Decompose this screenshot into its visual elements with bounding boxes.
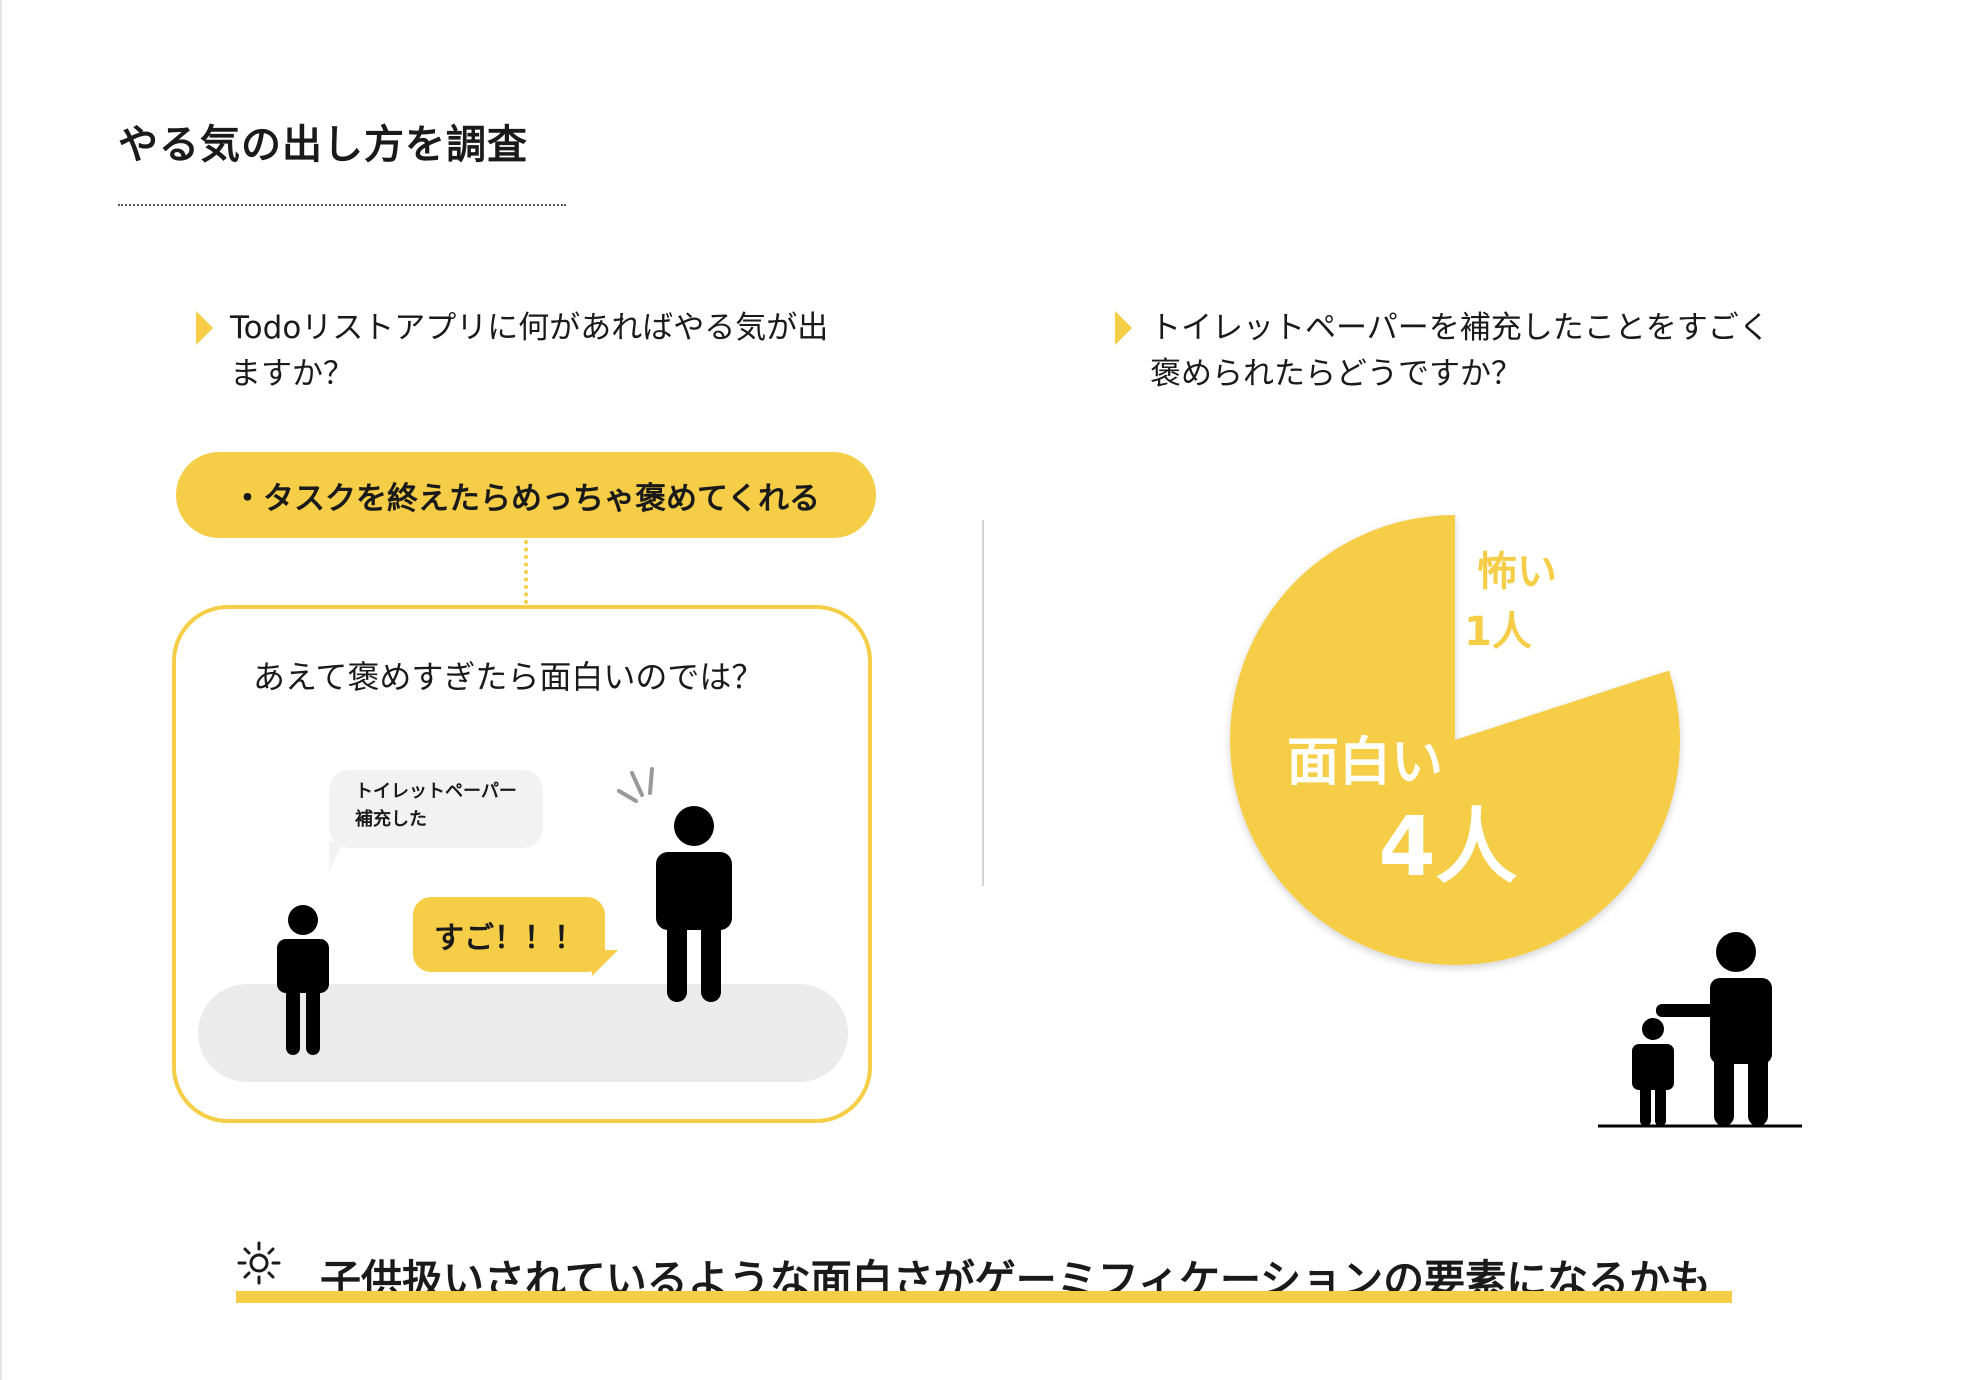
pie-slices xyxy=(1230,515,1680,965)
pie-value-omoshiroi: 4人 xyxy=(1378,800,1517,895)
pie-label-kowai: 怖い xyxy=(1477,549,1557,595)
page-edge-line xyxy=(0,0,2,1380)
pie-chart: 面白い 4人 怖い 1人 xyxy=(1230,515,1680,965)
right-question-line1: トイレットペーパーを補充したことをすごく xyxy=(1150,310,1770,346)
speech-bubble-report-line1: トイレットペーパー xyxy=(355,781,517,802)
left-question-line1: Todoリストアプリに何があればやる気が出 xyxy=(230,310,829,346)
pie-value-kowai: 1人 xyxy=(1464,609,1532,655)
dotted-connector xyxy=(524,540,528,604)
surprise-lines-icon xyxy=(617,767,654,803)
triangle-bullet-icon xyxy=(1115,311,1132,345)
answer-pill: ・タスクを終えたらめっちゃ褒めてくれる xyxy=(176,452,876,538)
right-question-line2: 褒められたらどうですか？ xyxy=(1150,356,1522,392)
speech-bubble-report-tail xyxy=(329,842,343,872)
speech-bubble-praise: すご！！！ xyxy=(413,897,605,972)
conclusion-underline xyxy=(236,1291,1732,1303)
triangle-bullet-icon xyxy=(196,311,213,345)
speech-bubble-report-line2: 補充した xyxy=(355,809,427,830)
speech-bubble-report: トイレットペーパー 補充した xyxy=(329,770,543,848)
sun-icon xyxy=(237,1241,281,1285)
tall-person-icon xyxy=(656,806,732,1002)
pie-slice-omoshiroi xyxy=(1230,515,1680,965)
adult-child-icon xyxy=(1598,932,1802,1128)
left-question-line2: ますか？ xyxy=(230,356,354,392)
right-question: トイレットペーパーを補充したことをすごく 褒められたらどうですか？ xyxy=(1150,305,1770,397)
column-divider xyxy=(982,520,984,886)
page-title: やる気の出し方を調査 xyxy=(118,122,528,168)
title-divider xyxy=(118,204,566,206)
speech-bubble-praise-tail xyxy=(592,950,618,976)
scene-caption: あえて褒めすぎたら面白いのでは？ xyxy=(253,658,764,696)
small-person-icon xyxy=(277,905,329,1055)
pie-label-omoshiroi: 面白い xyxy=(1287,733,1443,793)
left-question: Todoリストアプリに何があればやる気が出 ますか？ xyxy=(230,305,828,397)
scene-card xyxy=(172,605,872,1123)
